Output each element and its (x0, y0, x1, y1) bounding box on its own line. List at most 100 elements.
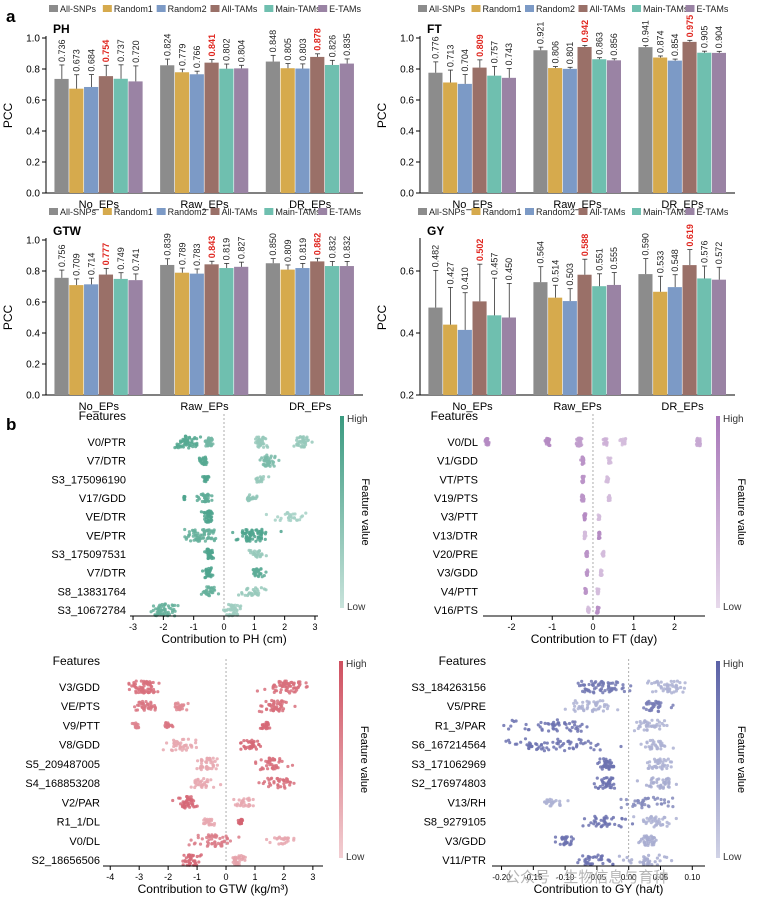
shap-point (666, 785, 670, 789)
shap-point (171, 798, 175, 803)
shap-point (645, 728, 649, 732)
shap-point (157, 606, 161, 610)
shap-point (566, 739, 570, 744)
shap-point (545, 741, 549, 745)
bar-raw_eps-all-tams (204, 62, 219, 193)
shap-point (193, 805, 198, 809)
feature-label: V2/PAR (62, 797, 100, 809)
shap-point (284, 780, 289, 784)
features-header: Features (53, 654, 100, 668)
data-label: 0.804 (236, 40, 246, 63)
shap-point (551, 740, 555, 744)
shap-point (198, 435, 203, 439)
shap-point (146, 706, 150, 710)
shap-point (643, 803, 647, 807)
shap-point (267, 759, 271, 763)
shap-point (666, 800, 671, 804)
shap-point (649, 815, 654, 819)
shap-point (207, 475, 211, 479)
shap-point (272, 781, 276, 785)
shap-point (643, 719, 647, 723)
shap-point (261, 475, 266, 479)
shap-point (573, 704, 577, 708)
shap-point (255, 477, 259, 481)
shap-point (205, 756, 210, 761)
shap-point (622, 689, 627, 694)
shap-point (621, 686, 625, 690)
shap-point (206, 437, 210, 441)
shap-point (683, 681, 687, 685)
shap-point (213, 840, 217, 844)
shap-point (266, 776, 270, 780)
shap-point (601, 786, 605, 790)
legend-swatch-all-snps (418, 208, 427, 215)
shap-point (551, 726, 555, 730)
shap-point (682, 686, 687, 690)
x-tick-label: 1 (631, 622, 636, 632)
shap-point (647, 699, 651, 704)
shap-point (585, 725, 589, 729)
shap-point (291, 686, 296, 691)
shap-point (190, 528, 195, 533)
shap-point (287, 513, 291, 517)
shap-point (257, 743, 261, 747)
feature-label: VT/PTS (439, 474, 478, 486)
shap-point (223, 609, 227, 613)
y-tick-label: 0.6 (400, 267, 414, 278)
shap-point (203, 822, 207, 826)
data-label: 0.482 (431, 245, 441, 268)
shap-point (670, 859, 674, 863)
shap-point (558, 745, 562, 749)
y-tick-label: 0.0 (400, 189, 414, 200)
shap-point (278, 690, 283, 695)
data-label: 0.832 (327, 236, 337, 259)
data-label: 0.783 (192, 243, 202, 266)
data-label: 0.533 (655, 251, 665, 274)
feature-row-dots (553, 834, 658, 848)
shap-point (288, 783, 292, 787)
chart-title: PH (53, 22, 70, 36)
shap-point (602, 549, 606, 554)
shap-point (162, 605, 166, 609)
shap-point (598, 748, 602, 752)
feature-label: S3_175096190 (51, 474, 126, 486)
bar-raw_eps-random1 (174, 272, 190, 395)
feature-label: S8_13831764 (57, 586, 126, 598)
shap-point (279, 516, 283, 521)
bar-no_eps-main-tams (487, 75, 502, 193)
shap-point (230, 608, 234, 612)
shap-point (187, 446, 191, 450)
shap-point (213, 844, 217, 848)
legend-swatch-random2 (156, 208, 166, 215)
shap-point (210, 822, 214, 826)
shap-point (662, 723, 666, 728)
shap-point (289, 780, 293, 784)
shap-point (183, 434, 187, 438)
shap-point (135, 726, 139, 730)
feature-row-dots (187, 833, 296, 849)
shap-point (183, 744, 187, 748)
shap-point (185, 795, 189, 799)
shap-point (575, 701, 579, 705)
shap-point (644, 843, 648, 847)
shap-point (204, 785, 208, 790)
shap-point (679, 685, 683, 690)
bar-raw_eps-all-tams (577, 274, 592, 395)
bar-raw_eps-main-tams (592, 286, 607, 395)
shap-point (597, 822, 601, 826)
colorbar-high-label: High (346, 659, 367, 670)
x-axis-label: Contribution to GTW (kg/m³) (138, 882, 289, 896)
feature-label: S3_171062969 (411, 759, 486, 771)
shap-point (556, 737, 560, 741)
shap-point (205, 528, 209, 532)
bar-raw_eps-main-tams (219, 268, 234, 395)
feature-label: V11/PTR (442, 855, 486, 867)
shap-point (601, 684, 605, 688)
shap-point (644, 834, 649, 838)
shap-point (666, 684, 670, 688)
shap-point (236, 818, 240, 823)
shap-point (286, 764, 290, 769)
shap-point (586, 609, 591, 613)
shap-point (607, 461, 611, 465)
shap-point (243, 803, 247, 807)
